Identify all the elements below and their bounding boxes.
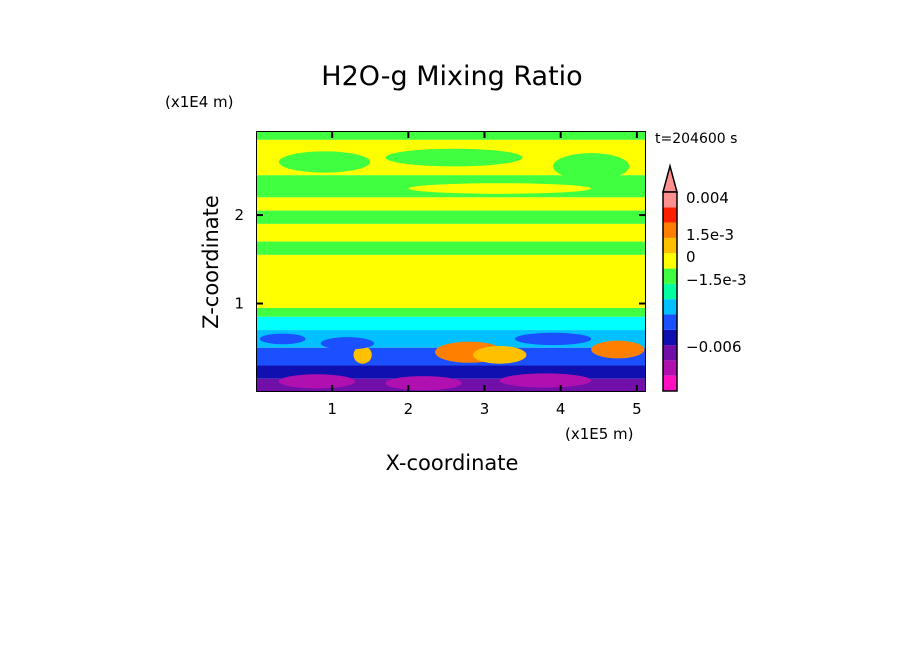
colorbar-label: 0 [686, 248, 696, 266]
field-feature [591, 340, 645, 359]
colorbar-label: 1.5e-3 [686, 226, 734, 244]
y-axis-label: Z-coordinate [199, 195, 223, 329]
colorbar-segment [663, 207, 677, 223]
colorbar-extend [662, 163, 678, 193]
field-feature [499, 373, 592, 388]
field-feature [278, 374, 356, 389]
colorbar-label: 0.004 [686, 189, 729, 207]
field-band [256, 131, 646, 140]
x-tick-label: 1 [327, 400, 337, 418]
field-feature [259, 333, 306, 345]
colorbar-segment [663, 237, 677, 254]
x-tick-label: 2 [404, 400, 414, 418]
colorbar-segment [663, 314, 677, 330]
colorbar-segment [663, 268, 677, 284]
colorbar-frame [662, 191, 678, 392]
colorbar-segment [663, 253, 677, 269]
x-unit-label: (x1E5 m) [565, 425, 634, 443]
field-feature [278, 151, 371, 173]
x-tick-label: 5 [632, 400, 642, 418]
x-tick-label: 3 [480, 400, 490, 418]
x-axis-label: X-coordinate [386, 451, 519, 475]
field-feature [553, 153, 630, 180]
colorbar-segment [663, 345, 677, 361]
field-band [256, 241, 646, 255]
colorbar: 0.004 1.5e-3 0 −1.5e-3 −0.006 [662, 163, 747, 392]
x-tick-label: 4 [556, 400, 566, 418]
plot-area [256, 131, 646, 392]
axes: 1 2 3 4 5 1 2 [234, 131, 646, 418]
colorbar-segment [663, 329, 677, 346]
y-unit-label: (x1E4 m) [165, 93, 234, 111]
colorbar-label: −0.006 [686, 338, 742, 356]
colorbar-segment [663, 192, 677, 208]
field-band [256, 197, 646, 211]
time-label: t=204600 s [655, 131, 737, 147]
field-feature [514, 332, 592, 346]
field-feature [408, 183, 592, 194]
colorbar-segment [663, 222, 677, 238]
field-feature [473, 345, 527, 364]
colorbar-segment [663, 375, 677, 391]
colorbar-segment [663, 283, 677, 300]
y-tick-label: 2 [234, 206, 244, 224]
field-feature [353, 345, 372, 364]
chart-title: H2O-g Mixing Ratio [321, 61, 582, 92]
field-feature [385, 148, 523, 167]
field-band [256, 254, 646, 308]
colorbar-segment [663, 360, 677, 376]
field-band [256, 210, 646, 224]
field-band [256, 307, 646, 317]
colorbar-segment [663, 299, 677, 315]
y-tick-label: 1 [234, 295, 244, 313]
colorbar-label: −1.5e-3 [686, 271, 747, 289]
field-band [256, 316, 646, 331]
field-band [256, 223, 646, 242]
field-feature [385, 376, 462, 391]
field-feature [320, 337, 375, 350]
